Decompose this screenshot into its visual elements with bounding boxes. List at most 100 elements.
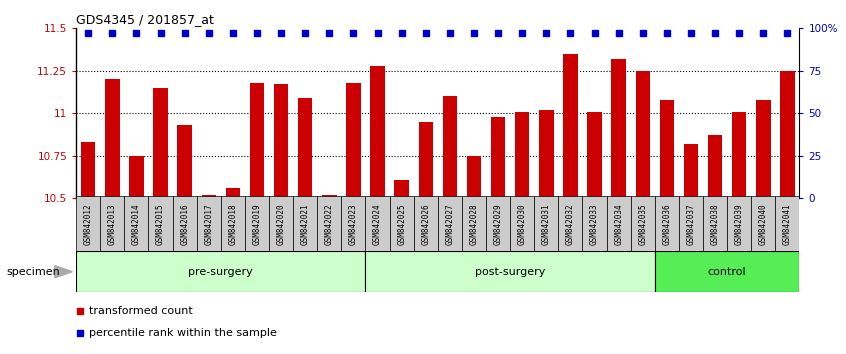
Bar: [703, 196, 727, 251]
Bar: [274, 84, 288, 198]
Bar: [775, 196, 799, 251]
Polygon shape: [55, 266, 72, 278]
Bar: [365, 196, 389, 251]
Bar: [76, 196, 100, 251]
Text: GDS4345 / 201857_at: GDS4345 / 201857_at: [76, 13, 214, 26]
Bar: [129, 156, 144, 198]
Text: GSM842034: GSM842034: [614, 203, 624, 245]
Text: GSM842041: GSM842041: [783, 203, 792, 245]
Text: GSM842020: GSM842020: [277, 203, 286, 245]
Text: GSM842037: GSM842037: [686, 203, 695, 245]
Text: post-surgery: post-surgery: [475, 267, 546, 277]
Bar: [751, 196, 775, 251]
Bar: [612, 59, 626, 198]
Bar: [269, 196, 293, 251]
Text: GSM842029: GSM842029: [493, 203, 503, 245]
Text: GSM842015: GSM842015: [156, 203, 165, 245]
Bar: [582, 196, 607, 251]
Bar: [535, 196, 558, 251]
Bar: [365, 251, 655, 292]
Bar: [414, 196, 437, 251]
Bar: [558, 196, 582, 251]
Text: GSM842014: GSM842014: [132, 203, 141, 245]
Text: pre-surgery: pre-surgery: [189, 267, 253, 277]
Text: GSM842021: GSM842021: [300, 203, 310, 245]
Bar: [394, 179, 409, 198]
Bar: [486, 196, 510, 251]
Bar: [732, 112, 746, 198]
Text: GSM842038: GSM842038: [711, 203, 720, 245]
Text: GSM842025: GSM842025: [397, 203, 406, 245]
Bar: [607, 196, 630, 251]
Text: GSM842035: GSM842035: [638, 203, 647, 245]
Bar: [317, 196, 341, 251]
Bar: [201, 195, 216, 198]
Text: GSM842012: GSM842012: [84, 203, 93, 245]
Bar: [756, 100, 771, 198]
Bar: [437, 196, 462, 251]
Text: GSM842018: GSM842018: [228, 203, 238, 245]
Bar: [178, 125, 192, 198]
Text: GSM842033: GSM842033: [590, 203, 599, 245]
Bar: [322, 195, 337, 198]
Text: GSM842022: GSM842022: [325, 203, 334, 245]
Bar: [153, 88, 168, 198]
Bar: [510, 196, 535, 251]
Bar: [563, 54, 578, 198]
Bar: [346, 83, 360, 198]
Text: percentile rank within the sample: percentile rank within the sample: [89, 328, 277, 338]
Bar: [173, 196, 196, 251]
Text: GSM842032: GSM842032: [566, 203, 575, 245]
Text: GSM842013: GSM842013: [107, 203, 117, 245]
Bar: [655, 196, 678, 251]
Bar: [226, 188, 240, 198]
Text: GSM842024: GSM842024: [373, 203, 382, 245]
Text: GSM842040: GSM842040: [759, 203, 768, 245]
Bar: [678, 196, 703, 251]
Bar: [467, 156, 481, 198]
Bar: [371, 66, 385, 198]
Bar: [293, 196, 317, 251]
Text: GSM842016: GSM842016: [180, 203, 190, 245]
Bar: [630, 196, 655, 251]
Bar: [727, 196, 751, 251]
Bar: [76, 251, 365, 292]
Text: specimen: specimen: [6, 267, 60, 277]
Bar: [298, 98, 312, 198]
Text: control: control: [708, 267, 746, 277]
Text: transformed count: transformed count: [89, 306, 193, 316]
Text: GSM842036: GSM842036: [662, 203, 672, 245]
Bar: [149, 196, 173, 251]
Bar: [196, 196, 221, 251]
Bar: [81, 142, 96, 198]
Bar: [515, 112, 530, 198]
Bar: [442, 96, 457, 198]
Bar: [389, 196, 414, 251]
Bar: [660, 100, 674, 198]
Bar: [708, 135, 722, 198]
Bar: [419, 122, 433, 198]
Text: GSM842027: GSM842027: [445, 203, 454, 245]
Bar: [655, 251, 799, 292]
Bar: [587, 112, 602, 198]
Text: GSM842031: GSM842031: [541, 203, 551, 245]
Bar: [780, 71, 794, 198]
Text: GSM842026: GSM842026: [421, 203, 431, 245]
Text: GSM842023: GSM842023: [349, 203, 358, 245]
Text: GSM842028: GSM842028: [470, 203, 479, 245]
Bar: [105, 79, 119, 198]
Text: GSM842039: GSM842039: [734, 203, 744, 245]
Bar: [244, 196, 269, 251]
Bar: [491, 117, 505, 198]
Bar: [221, 196, 244, 251]
Bar: [635, 71, 650, 198]
Bar: [250, 83, 264, 198]
Bar: [539, 110, 553, 198]
Bar: [100, 196, 124, 251]
Text: GSM842030: GSM842030: [518, 203, 527, 245]
Bar: [462, 196, 486, 251]
Text: GSM842017: GSM842017: [204, 203, 213, 245]
Text: GSM842019: GSM842019: [252, 203, 261, 245]
Bar: [341, 196, 365, 251]
Bar: [124, 196, 148, 251]
